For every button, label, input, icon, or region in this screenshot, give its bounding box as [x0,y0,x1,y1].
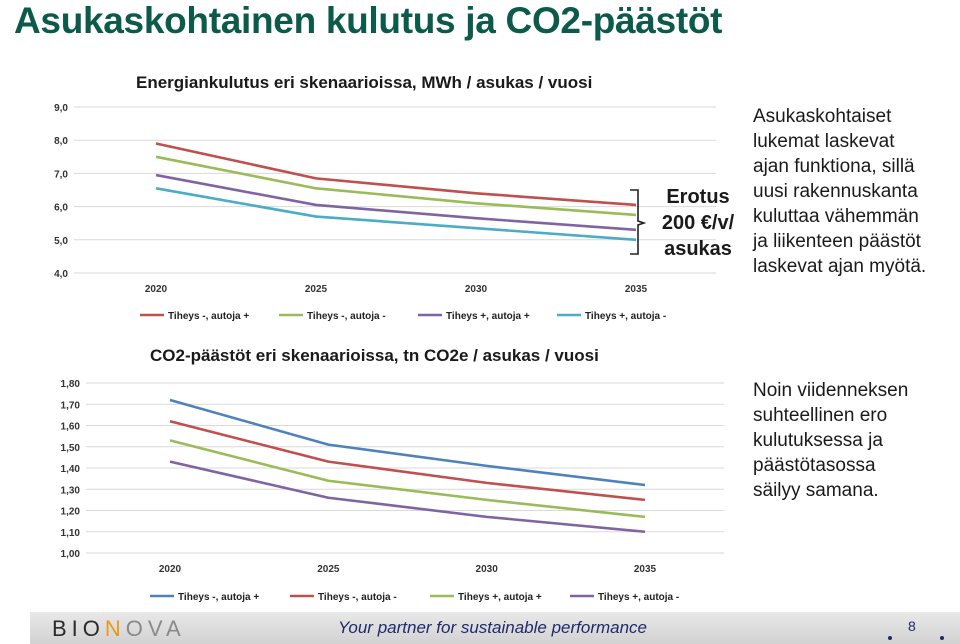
y-tick-label: 5,0 [54,236,68,247]
y-tick-label: 7,0 [54,169,68,180]
x-tick-label: 2020 [159,564,182,575]
erotus-line-1: Erotus [666,186,730,208]
co2-description: Noin viidenneksen suhteellinen ero kulut… [753,378,908,503]
erotus-bracket [630,189,646,255]
logo-part: N [104,616,126,641]
y-tick-label: 1,10 [61,528,81,539]
erotus-line-3: asukas [664,238,732,260]
co2-description-line: suhteellinen ero [753,405,888,426]
legend-label: Tiheys +, autoja - [585,311,666,322]
y-tick-label: 1,30 [61,485,81,496]
footer-dot [888,636,892,640]
page-number: 8 [908,618,916,634]
logo-part: O [125,616,148,641]
x-tick-label: 2030 [465,284,488,295]
y-tick-label: 8,0 [54,136,68,147]
legend-label: Tiheys -, autoja + [178,592,259,603]
x-tick-label: 2030 [476,564,499,575]
footer-tagline: Your partner for sustainable performance [338,618,648,637]
co2-description-line: Noin viidenneksen [753,380,909,401]
energy-description-line: kuluttaa vähemmän [753,206,919,227]
erotus-line-2: 200 €/v/ [661,212,735,234]
co2-chart: CO2-päästöt eri skenaarioissa, tn CO2e /… [61,346,724,603]
series-line [155,173,637,232]
legend-label: Tiheys +, autoja + [446,311,530,322]
energy-description-line: uusi rakennuskanta [753,181,918,202]
footer-bar [30,612,960,644]
logo-part: VA [147,616,186,641]
co2-description-line: säilyy samana. [753,480,879,501]
slide-title: Asukaskohtainen kulutus ja CO2-päästöt [14,0,723,41]
y-tick-label: 1,80 [61,379,81,390]
chart-title: Energiankulutus eri skenaarioissa, MWh /… [136,73,592,92]
energy-description-line: ja liikenteen päästöt [753,231,921,252]
energy-chart: Energiankulutus eri skenaarioissa, MWh /… [54,73,716,322]
footer: BIONOVA Your partner for sustainable per… [0,612,960,644]
series-line [169,419,646,502]
legend-label: Tiheys +, autoja + [458,592,542,603]
legend-label: Tiheys +, autoja - [598,592,679,603]
y-tick-label: 1,60 [61,422,81,433]
energy-description: Asukaskohtaiset lukemat laskevat ajan fu… [753,104,926,279]
x-tick-label: 2025 [305,284,328,295]
legend-label: Tiheys -, autoja - [318,592,397,603]
y-tick-label: 1,40 [61,464,81,475]
co2-description-line: kulutuksessa ja [753,430,883,451]
x-tick-label: 2035 [625,284,648,295]
energy-description-line: Asukaskohtaiset [753,106,892,127]
erotus-label: Erotus 200 €/v/ asukas [652,184,744,262]
chart-title: CO2-päästöt eri skenaarioissa, tn CO2e /… [150,346,599,365]
energy-description-line: ajan funktiona, sillä [753,156,915,177]
series-line [155,142,637,207]
co2-description-line: päästötasossa [753,455,876,476]
x-tick-label: 2025 [317,564,340,575]
logo-part: BIO [52,616,105,641]
series-line [169,460,646,534]
series-line [155,187,637,242]
legend-label: Tiheys -, autoja - [307,311,386,322]
y-tick-label: 1,50 [61,443,81,454]
x-tick-label: 2020 [145,284,168,295]
series-line [155,155,637,217]
x-tick-label: 2035 [634,564,657,575]
y-tick-label: 6,0 [54,203,68,214]
y-tick-label: 9,0 [54,103,68,114]
bionova-logo: BIONOVA [52,616,186,642]
legend-label: Tiheys -, autoja + [168,311,249,322]
footer-dot [940,636,944,640]
series-line [169,439,646,519]
y-tick-label: 4,0 [54,269,68,280]
energy-description-line: laskevat ajan myötä. [753,256,927,277]
series-line [169,398,646,487]
y-tick-label: 1,00 [61,549,81,560]
y-tick-label: 1,20 [61,507,81,518]
energy-description-line: lukemat laskevat [753,131,895,152]
y-tick-label: 1,70 [61,400,81,411]
